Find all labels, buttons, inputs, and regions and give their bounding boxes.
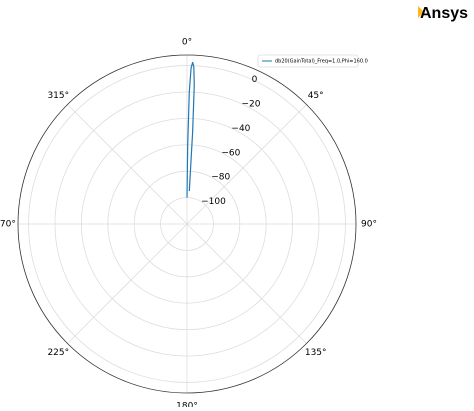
outer-circle [17,54,357,394]
grid-line [67,223,188,344]
logo-mark [418,6,424,18]
grid-line [67,104,188,225]
grid-line [186,104,307,225]
x-tick-label: 270° [0,220,16,230]
x-tick-label: 135° [305,348,327,358]
y-tick-label: −20 [242,100,261,110]
x-tick-label: 0° [182,38,192,48]
grid-line [186,223,307,344]
y-tick-label: −60 [221,148,240,158]
logo-text: Ansys [420,5,468,22]
logo: Ansys [418,5,468,22]
y-tick-label: −40 [231,124,250,134]
y-tick-label: −80 [211,173,230,183]
x-tick-label: 225° [47,348,69,358]
x-tick-label: 90° [361,220,377,230]
line [186,61,195,198]
y-tick-label: −100 [201,197,226,207]
x-tick-label: 180° [176,402,198,408]
legend-label: db20(GainTotal)_Freq=1.0,Phi=160.0 [275,59,368,65]
y-tick-label: 0 [252,75,258,85]
legend-frame [257,54,359,68]
x-tick-label: 45° [308,91,324,101]
x-tick-label: 315° [47,91,69,101]
